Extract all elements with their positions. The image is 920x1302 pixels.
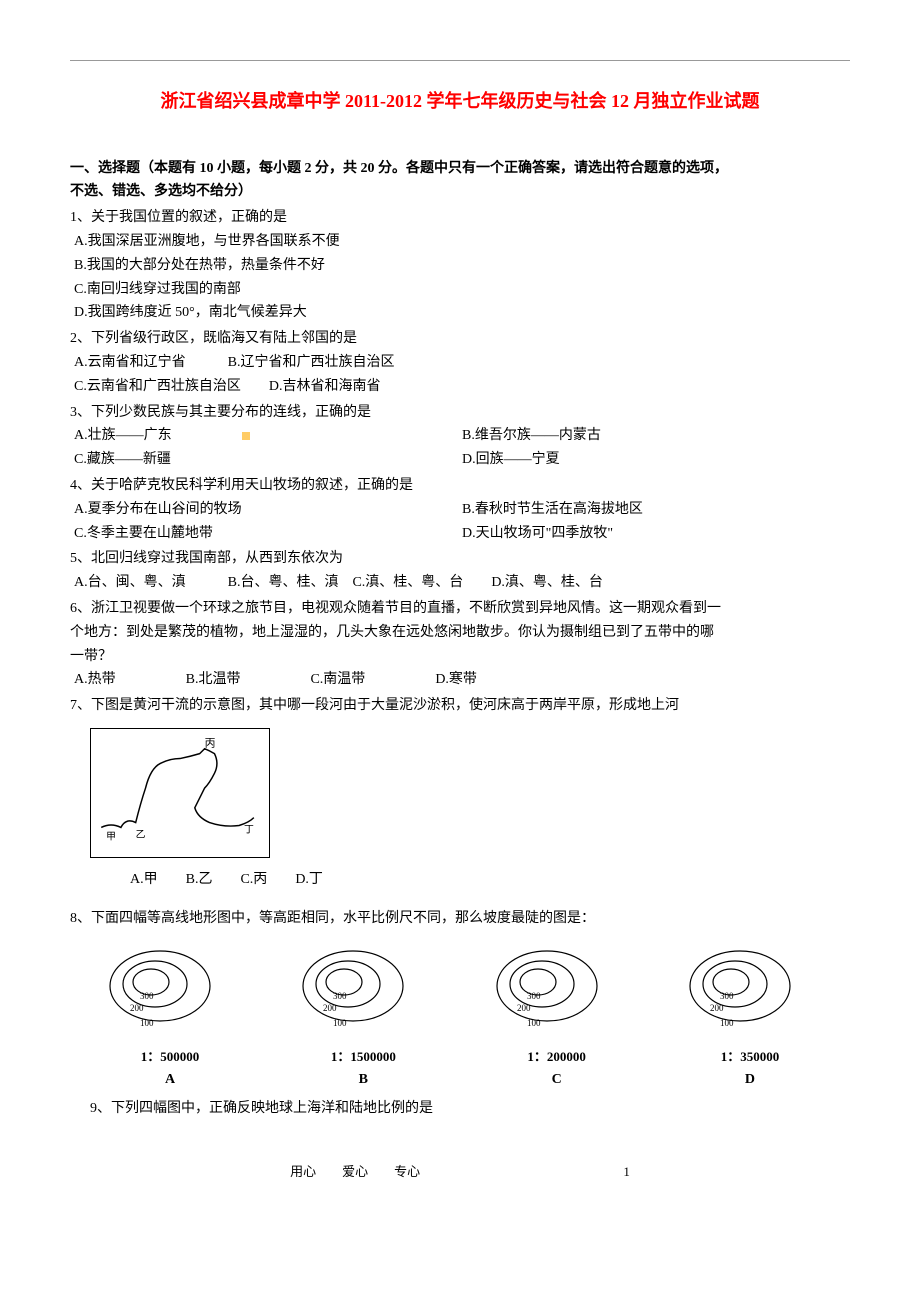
contour-map-c: 300 200 100 1：200000 C — [477, 946, 637, 1093]
q7-option-b: B.乙 — [186, 872, 213, 887]
q1-option-d: D.我国跨纬度近 50°，南北气候差异大 — [74, 301, 850, 325]
q7-options: A.甲 B.乙 C.丙 D.丁 — [130, 868, 850, 892]
question-1: 1、关于我国位置的叙述，正确的是 A.我国深居亚洲腹地，与世界各国联系不便 B.… — [70, 206, 850, 325]
contour-c-label: C — [477, 1068, 637, 1092]
q5-stem: 5、北回归线穿过我国南部，从西到东依次为 — [70, 547, 850, 571]
yellow-river-map: 丙 甲 丁 乙 — [90, 728, 270, 858]
q4-option-d: D.天山牧场可"四季放牧" — [462, 522, 810, 546]
contour-d-scale: 1：350000 — [670, 1046, 830, 1068]
q6-options: A.热带 B.北温带 C.南温带 D.寒带 — [70, 668, 850, 692]
q2-option-b: B.辽宁省和广西壮族自治区 — [228, 355, 395, 370]
q3-stem: 3、下列少数民族与其主要分布的连线，正确的是 — [70, 401, 850, 425]
contour-d-label: D — [670, 1068, 830, 1092]
section-1-header-line2: 不选、错选、多选均不给分） — [70, 184, 252, 199]
question-3: 3、下列少数民族与其主要分布的连线，正确的是 A.壮族——广东 B.维吾尔族——… — [70, 401, 850, 472]
svg-text:300: 300 — [140, 991, 154, 1001]
question-5: 5、北回归线穿过我国南部，从西到东依次为 A.台、闽、粤、滇 B.台、粤、桂、滇… — [70, 547, 850, 595]
q6-option-d: D.寒带 — [435, 672, 477, 687]
question-8: 8、下面四幅等高线地形图中，等高距相同，水平比例尺不同，那么坡度最陡的图是： 3… — [70, 907, 850, 1092]
question-2: 2、下列省级行政区，既临海又有陆上邻国的是 A.云南省和辽宁省 B.辽宁省和广西… — [70, 327, 850, 398]
svg-text:100: 100 — [720, 1018, 734, 1028]
svg-text:100: 100 — [140, 1018, 154, 1028]
q2-stem: 2、下列省级行政区，既临海又有陆上邻国的是 — [70, 327, 850, 351]
q3-option-c: C.藏族——新疆 — [74, 448, 422, 472]
svg-text:200: 200 — [710, 1003, 724, 1013]
footer-text: 用心 爱心 专心 — [290, 1164, 420, 1179]
q7-option-c: C.丙 — [240, 872, 267, 887]
q2-option-a: A.云南省和辽宁省 — [74, 355, 186, 370]
question-6: 6、浙江卫视要做一个环球之旅节目，电视观众随着节目的直播，不断欣赏到异地风情。这… — [70, 597, 850, 692]
document-title: 浙江省绍兴县成章中学 2011-2012 学年七年级历史与社会 12 月独立作业… — [70, 86, 850, 117]
q5-option-d: D.滇、粤、桂、台 — [491, 575, 603, 590]
contour-map-a: 300 200 100 1：500000 A — [90, 946, 250, 1093]
q4-option-a: A.夏季分布在山谷间的牧场 — [74, 498, 422, 522]
q7-stem: 7、下图是黄河干流的示意图，其中哪一段河由于大量泥沙淤积，使河床高于两岸平原，形… — [70, 694, 850, 718]
contour-c-scale: 1：200000 — [477, 1046, 637, 1068]
q2-options: A.云南省和辽宁省 B.辽宁省和广西壮族自治区 C.云南省和广西壮族自治区 D.… — [70, 351, 850, 399]
top-rule — [70, 60, 850, 61]
svg-text:乙: 乙 — [136, 828, 146, 840]
decorative-square — [242, 432, 250, 440]
q2-option-c: C.云南省和广西壮族自治区 — [74, 379, 241, 394]
q6-option-a: A.热带 — [74, 672, 116, 687]
page-number: 1 — [623, 1161, 630, 1183]
q5-option-a: A.台、闽、粤、滇 — [74, 575, 186, 590]
section-1-header: 一、选择题（本题有 10 小题，每小题 2 分，共 20 分。各题中只有一个正确… — [70, 157, 850, 205]
q3-options: A.壮族——广东 B.维吾尔族——内蒙古 C.藏族——新疆 D.回族——宁夏 — [70, 424, 850, 472]
question-9: 9、下列四幅图中，正确反映地球上海洋和陆地比例的是 — [90, 1097, 850, 1121]
map-label-bing: 丙 — [205, 738, 216, 750]
q7-option-a: A.甲 — [130, 872, 158, 887]
q1-options: A.我国深居亚洲腹地，与世界各国联系不便 B.我国的大部分处在热带，热量条件不好… — [70, 230, 850, 325]
contour-b-label: B — [283, 1068, 443, 1092]
q7-option-d: D.丁 — [295, 872, 323, 887]
q3-option-a: A.壮族——广东 — [74, 428, 172, 443]
svg-text:丁: 丁 — [244, 824, 254, 835]
q6-option-b: B.北温带 — [186, 672, 241, 687]
contour-b-scale: 1：1500000 — [283, 1046, 443, 1068]
q1-option-b: B.我国的大部分处在热带，热量条件不好 — [74, 254, 850, 278]
q6-stem-line2: 个地方：到处是繁茂的植物，地上湿湿的，几头大象在远处悠闲地散步。你认为摄制组已到… — [70, 621, 850, 645]
contour-a-label: A — [90, 1068, 250, 1092]
q6-option-c: C.南温带 — [310, 672, 365, 687]
q6-stem-line1: 6、浙江卫视要做一个环球之旅节目，电视观众随着节目的直播，不断欣赏到异地风情。这… — [70, 597, 850, 621]
svg-text:100: 100 — [333, 1018, 347, 1028]
q6-stem-line3: 一带？ — [70, 645, 850, 669]
question-7: 7、下图是黄河干流的示意图，其中哪一段河由于大量泥沙淤积，使河床高于两岸平原，形… — [70, 694, 850, 892]
question-4: 4、关于哈萨克牧民科学利用天山牧场的叙述，正确的是 A.夏季分布在山谷间的牧场 … — [70, 474, 850, 545]
q5-option-c: C.滇、桂、粤、台 — [352, 575, 463, 590]
q4-options: A.夏季分布在山谷间的牧场 B.春秋时节生活在高海拔地区 C.冬季主要在山麓地带… — [70, 498, 850, 546]
q4-stem: 4、关于哈萨克牧民科学利用天山牧场的叙述，正确的是 — [70, 474, 850, 498]
q1-stem: 1、关于我国位置的叙述，正确的是 — [70, 206, 850, 230]
q1-option-c: C.南回归线穿过我国的南部 — [74, 278, 850, 302]
contour-maps-row: 300 200 100 1：500000 A 300 200 100 1：150… — [90, 946, 830, 1093]
q5-options: A.台、闽、粤、滇 B.台、粤、桂、滇 C.滇、桂、粤、台 D.滇、粤、桂、台 — [70, 571, 850, 595]
page-footer: 用心 爱心 专心 1 — [70, 1161, 850, 1183]
q4-option-c: C.冬季主要在山麓地带 — [74, 522, 422, 546]
svg-text:300: 300 — [527, 991, 541, 1001]
q5-option-b: B.台、粤、桂、滇 — [228, 575, 339, 590]
q1-option-a: A.我国深居亚洲腹地，与世界各国联系不便 — [74, 230, 850, 254]
q9-stem: 9、下列四幅图中，正确反映地球上海洋和陆地比例的是 — [90, 1097, 850, 1121]
svg-text:300: 300 — [333, 991, 347, 1001]
contour-a-scale: 1：500000 — [90, 1046, 250, 1068]
contour-map-d: 300 200 100 1：350000 D — [670, 946, 830, 1093]
q3-option-d: D.回族——宁夏 — [462, 448, 810, 472]
q2-option-d: D.吉林省和海南省 — [269, 379, 381, 394]
svg-text:200: 200 — [323, 1003, 337, 1013]
section-1-header-line1: 一、选择题（本题有 10 小题，每小题 2 分，共 20 分。各题中只有一个正确… — [70, 161, 728, 176]
svg-text:100: 100 — [527, 1018, 541, 1028]
q4-option-b: B.春秋时节生活在高海拔地区 — [462, 498, 810, 522]
svg-text:300: 300 — [720, 991, 734, 1001]
svg-text:200: 200 — [517, 1003, 531, 1013]
svg-text:甲: 甲 — [106, 831, 116, 842]
q8-stem: 8、下面四幅等高线地形图中，等高距相同，水平比例尺不同，那么坡度最陡的图是： — [70, 907, 850, 931]
q3-option-b: B.维吾尔族——内蒙古 — [462, 424, 810, 448]
contour-map-b: 300 200 100 1：1500000 B — [283, 946, 443, 1093]
svg-text:200: 200 — [130, 1003, 144, 1013]
